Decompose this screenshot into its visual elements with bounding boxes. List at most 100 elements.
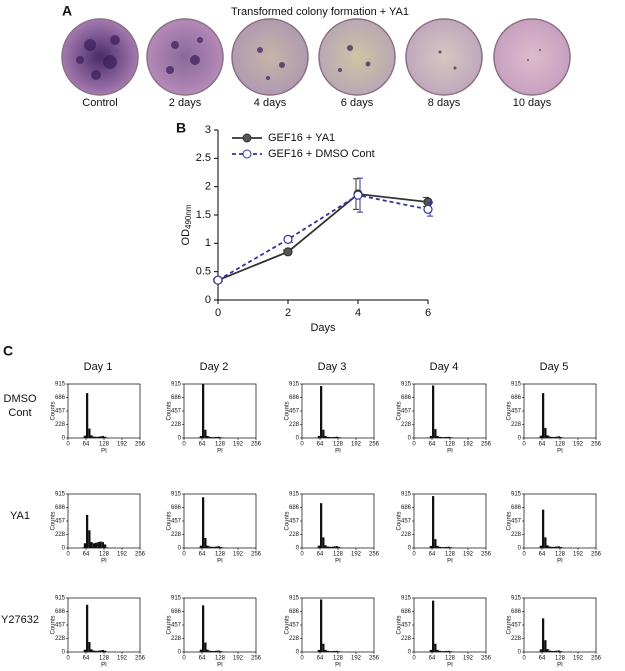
histogram-bar	[322, 643, 325, 652]
x-tick-label: 256	[481, 552, 492, 558]
y-tick-label: 0	[408, 436, 412, 442]
x-tick-label: 128	[215, 656, 226, 662]
y-tick-label: 228	[55, 422, 66, 428]
plot-frame	[301, 597, 375, 653]
histogram-bar	[333, 546, 336, 548]
histogram-bar	[213, 437, 216, 438]
dish-label: 8 days	[428, 97, 461, 109]
x-axis-label: PI	[447, 663, 453, 669]
x-tick-label: 192	[463, 552, 474, 558]
y-tick-label: 686	[289, 609, 300, 615]
histogram-bar	[90, 649, 93, 652]
histogram-bar	[438, 650, 441, 652]
x-axis-label: PI	[335, 663, 341, 669]
y-tick-label: 228	[511, 422, 522, 428]
histogram-bar	[320, 503, 323, 548]
histogram-bar	[81, 547, 84, 548]
histogram-bar	[438, 436, 441, 438]
histogram-bar	[432, 385, 435, 438]
x-tick-label: 128	[555, 656, 566, 662]
histogram-bar	[320, 599, 323, 652]
y-tick-label: 915	[511, 382, 522, 388]
histogram-bar	[548, 650, 551, 652]
row-label: Y27632	[1, 614, 39, 626]
histogram-bar	[324, 649, 327, 652]
x-tick-label: 64	[317, 552, 324, 558]
histogram-bar	[450, 547, 453, 548]
histogram-bar	[83, 435, 86, 438]
y-tick-label: 686	[171, 395, 182, 401]
x-axis-label: PI	[557, 449, 563, 455]
histogram-bar	[106, 547, 109, 548]
x-tick-label: 256	[251, 442, 262, 448]
histogram-bar	[104, 544, 107, 548]
y-axis-label: Counts	[397, 615, 403, 634]
histogram-bar	[104, 650, 107, 652]
x-tick-label: 128	[445, 552, 456, 558]
y-tick-label: 0	[178, 546, 182, 552]
x-tick-label: 192	[463, 442, 474, 448]
histogram-bar	[322, 537, 325, 548]
histogram-bar	[443, 547, 446, 548]
histogram-bar	[329, 651, 332, 652]
x-tick-label: 128	[333, 442, 344, 448]
column-label: Day 5	[540, 361, 569, 373]
histogram-bar	[560, 437, 563, 438]
x-tick-label: 6	[425, 307, 431, 319]
dish	[405, 18, 483, 96]
x-tick-label: 0	[182, 656, 186, 662]
histogram-bar	[539, 435, 542, 438]
y-axis-label: Counts	[51, 615, 57, 634]
y-tick-label: 915	[55, 596, 66, 602]
plot-frame	[413, 493, 487, 549]
dish	[231, 18, 309, 96]
histogram-bar	[441, 437, 444, 438]
panel-label: B	[176, 120, 186, 136]
y-tick-label: 228	[289, 532, 300, 538]
y-axis-label-sub: 490nm	[184, 204, 193, 229]
y-tick-label: 686	[55, 505, 66, 511]
histogram-bar	[326, 650, 329, 652]
y-tick-label: 0	[518, 650, 522, 656]
y-tick-label: 0	[518, 546, 522, 552]
x-tick-label: 64	[83, 656, 90, 662]
histogram-bar	[553, 436, 556, 438]
x-axis-label: PI	[101, 559, 107, 565]
histogram-bar	[436, 545, 439, 548]
histogram-bar	[95, 542, 98, 548]
x-tick-label: 256	[369, 442, 380, 448]
dish	[318, 18, 396, 96]
plot-frame	[523, 493, 597, 549]
x-tick-label: 192	[573, 656, 584, 662]
dishes	[61, 18, 571, 96]
x-axis-label: PI	[101, 663, 107, 669]
y-tick-label: 457	[511, 623, 522, 629]
y-tick-label: 457	[289, 519, 300, 525]
y-tick-label: 457	[55, 409, 66, 415]
histogram-bar	[555, 650, 558, 652]
x-tick-label: 192	[233, 552, 244, 558]
histogram-bar	[199, 649, 202, 652]
x-axis-label: PI	[557, 559, 563, 565]
histogram-bar	[445, 650, 448, 652]
histogram-bar	[95, 650, 98, 652]
histogram-bar	[204, 642, 207, 652]
y-axis-label: Counts	[507, 401, 513, 420]
plot-frame	[301, 493, 375, 549]
legend-label: GEF16 + YA1	[268, 132, 335, 144]
histogram-bar	[90, 542, 93, 548]
marker	[213, 275, 223, 285]
histogram-bar	[217, 436, 220, 438]
histogram-bar	[220, 437, 223, 438]
y-tick-label: 228	[401, 532, 412, 538]
histogram-bar	[211, 437, 214, 438]
histogram-bar	[555, 436, 558, 438]
y-tick-label: 915	[55, 492, 66, 498]
histogram-bar	[333, 650, 336, 652]
histogram-bar	[204, 537, 207, 548]
y-axis-label: Counts	[285, 511, 291, 530]
histogram-bar	[329, 546, 332, 548]
marker	[423, 204, 433, 214]
y-tick-label: 686	[171, 505, 182, 511]
